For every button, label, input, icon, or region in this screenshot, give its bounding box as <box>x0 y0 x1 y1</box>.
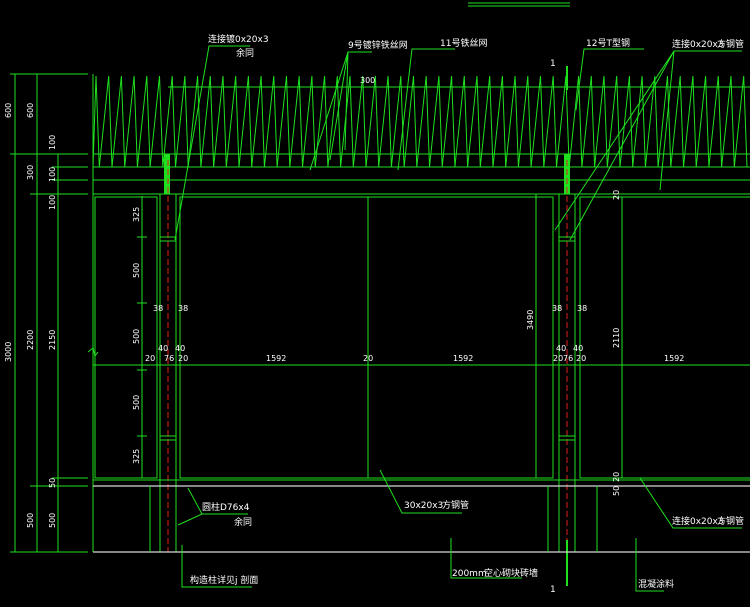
dim-1592-a: 1592 <box>266 354 286 363</box>
callout-wire-9: 9号镀锌铁丝网 <box>348 39 408 51</box>
dim-20-left-2: 20 <box>553 354 563 363</box>
callout-coating: 混凝涂料 <box>638 578 674 590</box>
dim-inner-100a: 100 <box>48 135 57 150</box>
mesh-panel-center <box>179 196 554 479</box>
dim-20-bottom: 20 <box>612 472 621 482</box>
base-wall <box>93 479 750 553</box>
dim-outer-600: 600 <box>4 103 13 118</box>
mesh-panel-left <box>94 196 158 479</box>
dim-panel-500-a: 500 <box>132 263 141 278</box>
dim-outer-3000: 3000 <box>4 342 13 362</box>
top-rails <box>92 74 750 552</box>
dim-20-gap: 20 <box>363 354 373 363</box>
dim-76-2: 76 <box>563 354 573 363</box>
dim-20-left: 20 <box>145 354 155 363</box>
callout-leaders <box>174 45 742 592</box>
panel-dimension-line <box>137 196 147 478</box>
callout-same-bottom: 余同 <box>234 516 252 528</box>
callout-tsteel-12: 12号T型钢 <box>586 37 630 49</box>
left-dimension-lines <box>10 73 99 553</box>
dim-38-right-2: 38 <box>577 304 587 313</box>
dim-mid-500: 500 <box>26 513 35 528</box>
callout-column-ref: 构造柱详见j 剖面 <box>190 574 258 586</box>
post-right <box>558 154 576 586</box>
dim-1592-b: 1592 <box>453 354 473 363</box>
title-underline <box>468 2 570 7</box>
dim-inner-2150: 2150 <box>48 330 57 350</box>
dim-mid-2200: 2200 <box>26 330 35 350</box>
dim-40-left: 40 <box>158 344 168 353</box>
dim-panel-500-b: 500 <box>132 329 141 344</box>
dim-50-bottom: 50 <box>612 486 621 496</box>
callout-spacing-300: 300 <box>360 76 375 85</box>
post-left <box>159 154 177 552</box>
dim-40-right-2: 40 <box>573 344 583 353</box>
dim-inner-50: 50 <box>48 478 57 488</box>
dim-mid-600: 600 <box>26 103 35 118</box>
dim-20-right: 20 <box>178 354 188 363</box>
dim-38-left: 38 <box>153 304 163 313</box>
callout-tube-30x20-type: 方钢管 <box>442 499 469 511</box>
callout-wire-11: 11号铁丝网 <box>440 37 487 49</box>
dim-panel-325-top: 325 <box>132 207 141 222</box>
dim-38-left-2: 38 <box>552 304 562 313</box>
dim-20-top: 20 <box>612 190 621 200</box>
dim-3490: 3490 <box>526 310 535 330</box>
dim-inner-100c: 100 <box>48 195 57 210</box>
dim-40-left-2: 40 <box>556 344 566 353</box>
dim-1592-c: 1592 <box>664 354 684 363</box>
callout-connector-top: 连接镀0x20x3 <box>208 33 269 45</box>
dim-mid-300: 300 <box>26 165 35 180</box>
callout-square-tube-top: 方钢管 <box>717 38 744 50</box>
callout-square-tube-bottom: 方钢管 <box>717 515 744 527</box>
dim-76: 76 <box>164 354 174 363</box>
dim-2110: 2110 <box>612 328 621 348</box>
callout-wall-size: 200mm <box>452 569 487 579</box>
dim-panel-500-c: 500 <box>132 395 141 410</box>
dim-40-right: 40 <box>175 344 185 353</box>
section-mark-top: 1 <box>550 59 556 69</box>
dim-38-right: 38 <box>178 304 188 313</box>
callout-post: 圆柱D76x4 <box>202 501 250 513</box>
section-mark-bottom: 1 <box>550 585 556 595</box>
callout-rail-bottom: 连接0x20x3 <box>672 515 724 527</box>
mesh-panel-right <box>579 196 750 479</box>
callout-same-top: 余同 <box>236 47 254 59</box>
callout-rail-top: 连接0x20x3 <box>672 38 724 50</box>
callout-wall-type: 空心砌块砖墙 <box>484 567 538 579</box>
dim-inner-100b: 100 <box>48 167 57 182</box>
dim-panel-325-bottom: 325 <box>132 449 141 464</box>
dim-inner-500: 500 <box>48 513 57 528</box>
dim-20-right-2: 20 <box>576 354 586 363</box>
callout-tube-30x20: 30x20x3 <box>404 501 443 511</box>
